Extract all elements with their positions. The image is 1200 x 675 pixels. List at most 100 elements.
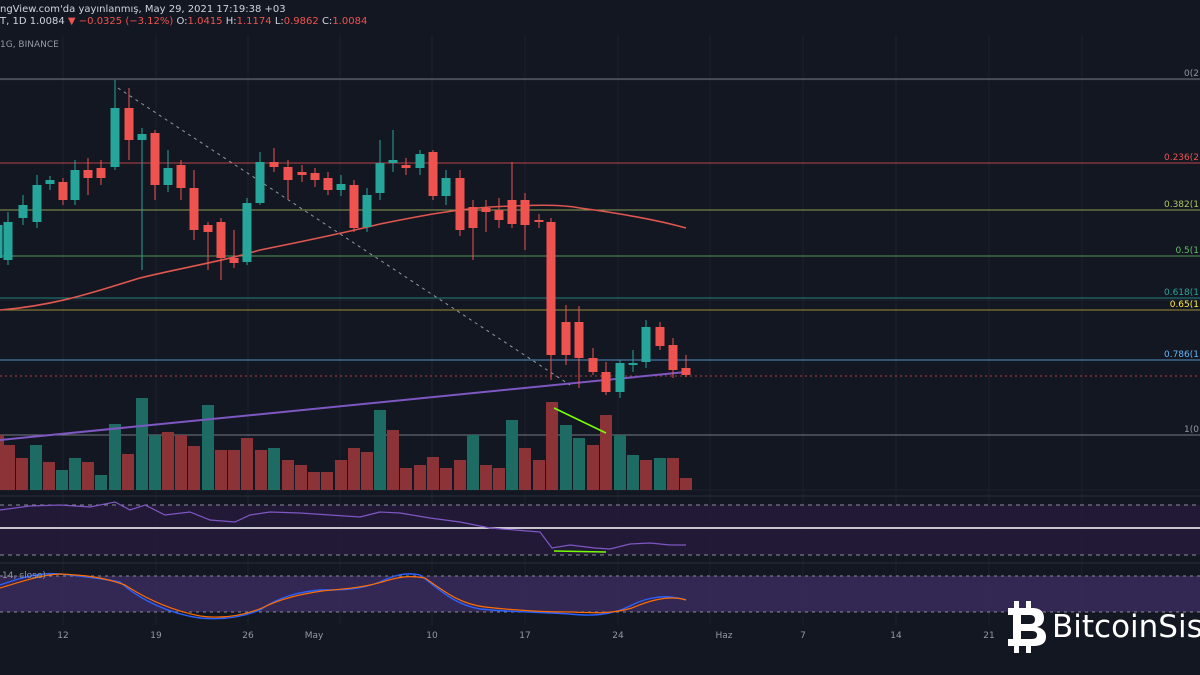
axis-tick-label: 12 (57, 631, 68, 641)
low-label: L: (274, 16, 284, 27)
volume-bar (640, 460, 652, 490)
candle-body (269, 162, 279, 167)
volume-bar (335, 460, 347, 490)
axis-tick-label: 26 (242, 631, 254, 641)
candlesticks (0, 80, 691, 398)
volume-bar (467, 435, 479, 490)
candle-body (189, 188, 199, 230)
volume-bar (215, 450, 227, 490)
candle-body (163, 168, 173, 185)
volume-bar (387, 430, 399, 490)
candle-body (336, 184, 346, 190)
candle-body (176, 165, 186, 188)
candle-body (96, 168, 106, 178)
volume-bar (454, 460, 466, 490)
ohlc-legend: T, 1D 1.0084 ▼ −0.0325 (−3.12%) O:1.0415… (0, 14, 367, 30)
high-value: 1.1174 (236, 16, 272, 27)
axis-tick-label: Haz (715, 631, 732, 641)
volume-bar (149, 435, 161, 490)
candle (124, 88, 134, 160)
volume-bar (202, 405, 214, 490)
high-label: H: (225, 16, 237, 27)
low-value: 0.9862 (283, 16, 319, 27)
candle-body (428, 152, 438, 196)
volume-bar (109, 424, 121, 490)
candle-body (681, 368, 691, 375)
candle-body (216, 222, 226, 258)
candle-body (641, 327, 651, 362)
candle-body (0, 225, 3, 258)
candle (189, 170, 199, 240)
candle-body (45, 180, 55, 184)
volume-bar (82, 462, 94, 490)
candle-body (388, 160, 398, 163)
volume-bar (361, 452, 373, 490)
volume-bar (95, 475, 107, 490)
volume-bar (228, 450, 240, 490)
open-value: 1.0415 (187, 16, 223, 27)
candle-body (349, 185, 359, 228)
candle (507, 162, 517, 228)
volume-bar (440, 468, 452, 490)
rsi-band (0, 505, 1200, 555)
candle (520, 193, 530, 250)
rsi-line (0, 501, 686, 550)
candle-body (242, 203, 252, 262)
open-label: O: (176, 16, 188, 27)
volume-bar (400, 468, 412, 490)
candle-body (18, 205, 28, 218)
volume-bar (122, 454, 134, 490)
candle-body (203, 225, 213, 232)
candle-body (255, 162, 265, 203)
candle (323, 172, 333, 195)
axis-tick-label: 21 (983, 631, 994, 641)
volume-bar (175, 435, 187, 490)
time-axis: 12 19 26 May 10 17 24 Haz 7 14 21 (57, 631, 994, 641)
candle-body (468, 207, 478, 228)
volume-bar (321, 472, 333, 490)
fib-label: 0.786(1 (1164, 350, 1199, 360)
descending-dashed-line (117, 87, 571, 386)
candle-body (401, 165, 411, 168)
candle-body (70, 170, 80, 200)
volume-bar (480, 465, 492, 490)
volume-bar (600, 415, 612, 490)
volume-bar (3, 445, 15, 490)
candle-body (481, 208, 491, 212)
candle (283, 160, 293, 200)
candle (494, 198, 504, 228)
candle-body (362, 195, 372, 227)
volume-bar (519, 448, 531, 490)
volume-bar (427, 457, 439, 490)
candle-body (574, 322, 584, 358)
volume-bar (188, 446, 200, 490)
candle-body (415, 154, 425, 168)
price-change: ▼ −0.0325 (−3.12%) (67, 16, 174, 27)
volume-bar (268, 448, 280, 490)
close-label: C: (321, 16, 333, 27)
volume-bar (667, 458, 679, 490)
candle-body (124, 108, 134, 140)
candle (150, 130, 160, 200)
rsi-divergence-line (553, 550, 607, 553)
volume-bar (573, 438, 585, 490)
volume-bar (614, 435, 626, 490)
candle (176, 160, 186, 200)
volume-bars (0, 398, 692, 490)
candle (336, 175, 346, 196)
volume-bar (69, 458, 81, 490)
fib-label: 0.65(1 (1170, 300, 1199, 310)
candle (468, 200, 478, 260)
candle (668, 338, 678, 378)
volume-bar (587, 445, 599, 490)
candle-body (507, 200, 517, 224)
candle-body (58, 182, 68, 200)
candle (269, 148, 279, 172)
candle (242, 198, 252, 265)
candle-body (83, 170, 93, 178)
candle-body (561, 322, 571, 355)
candle (441, 170, 451, 205)
candle-body (455, 178, 465, 230)
volume-bar (546, 402, 558, 490)
